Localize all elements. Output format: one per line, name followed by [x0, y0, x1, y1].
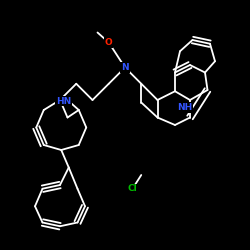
Text: O: O — [105, 38, 112, 47]
Text: HN: HN — [56, 97, 72, 106]
Text: Cl: Cl — [128, 184, 138, 193]
Text: NH: NH — [178, 103, 192, 112]
Text: N: N — [121, 63, 129, 72]
